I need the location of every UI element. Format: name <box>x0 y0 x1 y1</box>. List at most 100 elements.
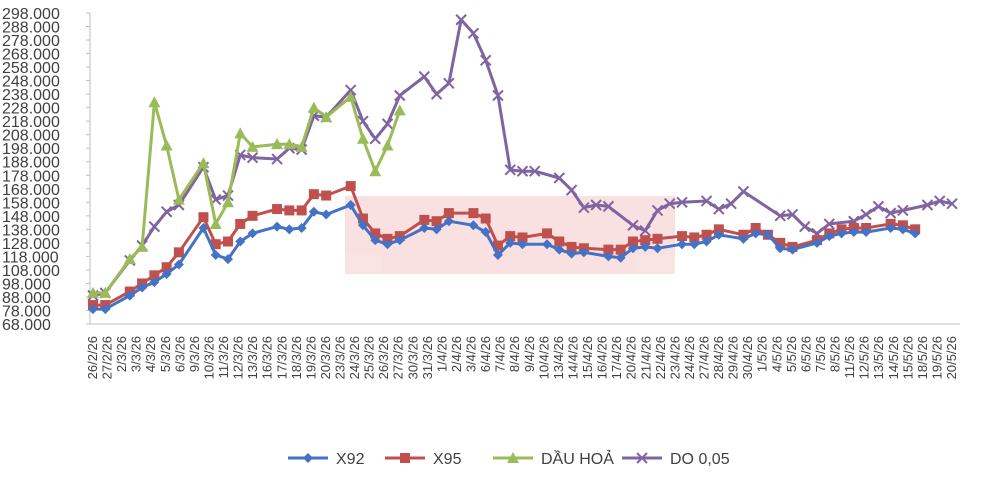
data-point <box>136 240 149 252</box>
x-tick-label: 27/2/26 <box>100 336 115 379</box>
data-point <box>701 229 712 240</box>
data-point <box>652 233 663 244</box>
data-point <box>247 228 258 239</box>
x-tick-label: 24/3/26 <box>347 336 362 379</box>
x-tick-label: 15/4/26 <box>580 336 595 379</box>
data-point <box>419 222 430 233</box>
data-point <box>161 268 172 279</box>
y-tick-label: 168.000 <box>2 182 60 199</box>
y-tick-label: 188.000 <box>2 155 60 172</box>
y-tick-label: 78.000 <box>2 303 51 320</box>
data-point <box>430 88 443 100</box>
y-tick-label: 258.000 <box>2 60 60 77</box>
data-point <box>664 197 676 210</box>
data-point <box>222 236 233 247</box>
x-tick-label: 9/3/26 <box>187 336 202 372</box>
data-point <box>210 239 221 250</box>
data-point <box>553 172 566 184</box>
data-point <box>123 253 136 265</box>
legend-label: DẦU HOẢ <box>541 449 614 468</box>
data-point <box>884 207 897 219</box>
legend-label: DO 0,05 <box>670 451 730 468</box>
x-tick-label: 18/5/26 <box>915 336 930 379</box>
data-point <box>799 220 811 233</box>
data-point <box>345 200 356 211</box>
legend-item: X92 <box>288 451 365 468</box>
x-tick-label: 26/3/26 <box>376 336 391 379</box>
data-point <box>356 132 369 144</box>
data-point <box>357 213 368 224</box>
data-point <box>344 84 357 96</box>
data-point <box>198 222 209 233</box>
legend-item: DẦU HOẢ <box>493 449 614 468</box>
data-point <box>149 277 160 288</box>
y-tick-label: 208.000 <box>2 128 60 145</box>
data-point <box>431 216 442 227</box>
data-point <box>87 286 99 298</box>
data-point <box>357 220 368 231</box>
data-point <box>738 233 749 244</box>
x-tick-label: 5/5/26 <box>784 336 799 372</box>
data-point <box>725 197 737 210</box>
data-point <box>516 165 529 177</box>
x-tick-label: 7/4/26 <box>493 336 508 372</box>
data-point <box>381 139 394 151</box>
data-point <box>640 241 651 252</box>
legend-swatch-marker <box>400 453 410 463</box>
y-tick-labels: 68.00078.00088.00098.000108.000118.00012… <box>2 6 90 334</box>
series-x-group <box>87 14 958 302</box>
data-point <box>480 213 491 224</box>
data-point <box>284 205 295 216</box>
data-point <box>172 193 185 205</box>
data-point <box>861 227 872 238</box>
legend-swatch-marker <box>303 453 313 463</box>
data-point <box>554 244 565 255</box>
data-point <box>370 235 381 246</box>
data-point <box>393 104 406 116</box>
axes <box>89 13 960 325</box>
x-tick-label: 25/3/26 <box>362 336 377 379</box>
data-point <box>603 251 614 262</box>
data-point <box>566 241 577 252</box>
data-point <box>443 216 454 227</box>
y-tick-label: 158.000 <box>2 195 60 212</box>
data-point <box>517 239 528 250</box>
legend-item: DO 0,05 <box>622 451 730 468</box>
x-tick-label: 17/3/26 <box>274 336 289 379</box>
data-point <box>419 214 430 225</box>
x-tick-label: 20/5/26 <box>944 336 959 379</box>
y-tick-label: 228.000 <box>2 101 60 118</box>
data-point <box>775 237 786 248</box>
data-point <box>836 228 847 239</box>
data-point <box>627 243 638 254</box>
data-point <box>897 204 909 217</box>
data-point <box>689 232 700 243</box>
y-tick-label: 148.000 <box>2 209 60 226</box>
data-point <box>492 89 504 102</box>
legend: X92 X95 DẦU HOẢ DO 0,05 <box>288 449 730 468</box>
y-tick-label: 298.000 <box>2 6 60 23</box>
y-tick-label: 128.000 <box>2 236 60 253</box>
data-point <box>676 196 688 209</box>
data-point <box>148 96 161 108</box>
data-point <box>271 138 284 150</box>
data-point <box>786 208 799 221</box>
data-point <box>344 90 357 102</box>
data-point <box>321 209 332 220</box>
x-tick-label: 20/3/26 <box>318 336 333 379</box>
x-tick-label: 16/4/26 <box>595 336 610 379</box>
data-point <box>640 235 651 246</box>
data-point <box>505 231 516 242</box>
x-tick-label: 13/4/26 <box>551 336 566 379</box>
y-tick-label: 98.000 <box>2 276 51 293</box>
data-point <box>272 204 283 215</box>
data-point <box>517 232 528 243</box>
data-point <box>382 233 393 244</box>
data-point <box>812 237 823 248</box>
data-point <box>689 239 700 250</box>
x-tick-label: 14/5/26 <box>886 336 901 379</box>
data-point <box>602 200 615 213</box>
x-tick-label: 14/4/26 <box>565 336 580 379</box>
